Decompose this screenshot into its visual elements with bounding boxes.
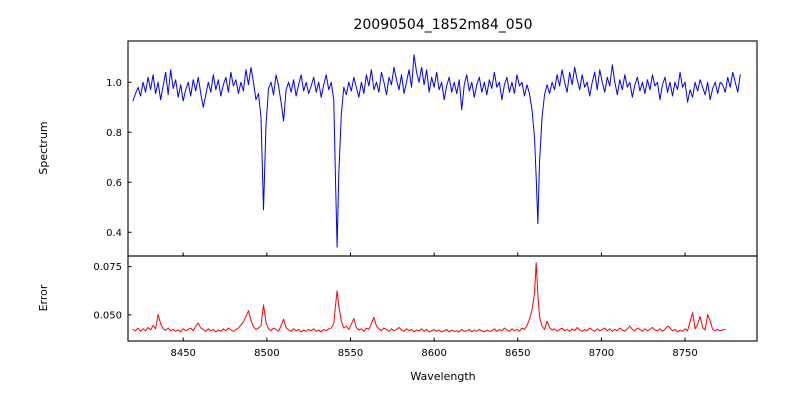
error-data-line [132,262,726,333]
x-tick-label: 8700 [589,348,614,359]
x-tick-label: 8500 [254,348,279,359]
spectrum-y-axis-label: Spectrum [37,121,50,174]
y-tick-label: 0.075 [93,262,122,273]
y-tick-label: 1.0 [106,78,122,89]
page-title: 20090504_1852m84_050 [353,17,532,33]
y-tick-label: 0.4 [106,228,122,239]
y-tick-label: 0.8 [106,128,122,139]
error-y-axis-label: Error [37,284,50,311]
x-tick-label: 8550 [338,348,363,359]
spectrum-data-line [132,54,741,248]
error-panel: 8450 8500 8550 8600 8650 8700 8750 0.050 0.075 Er… [37,255,758,359]
x-tick-label: 8750 [672,348,697,359]
y-tick-label: 0.050 [93,311,122,322]
error-axes-frame [127,255,758,342]
x-tick-label: 8600 [421,348,446,359]
x-tick-label: 8650 [505,348,530,359]
x-axis-label: Wavelength [410,370,475,383]
y-tick-label: 0.6 [106,178,122,189]
x-tick-label: 8450 [170,348,195,359]
